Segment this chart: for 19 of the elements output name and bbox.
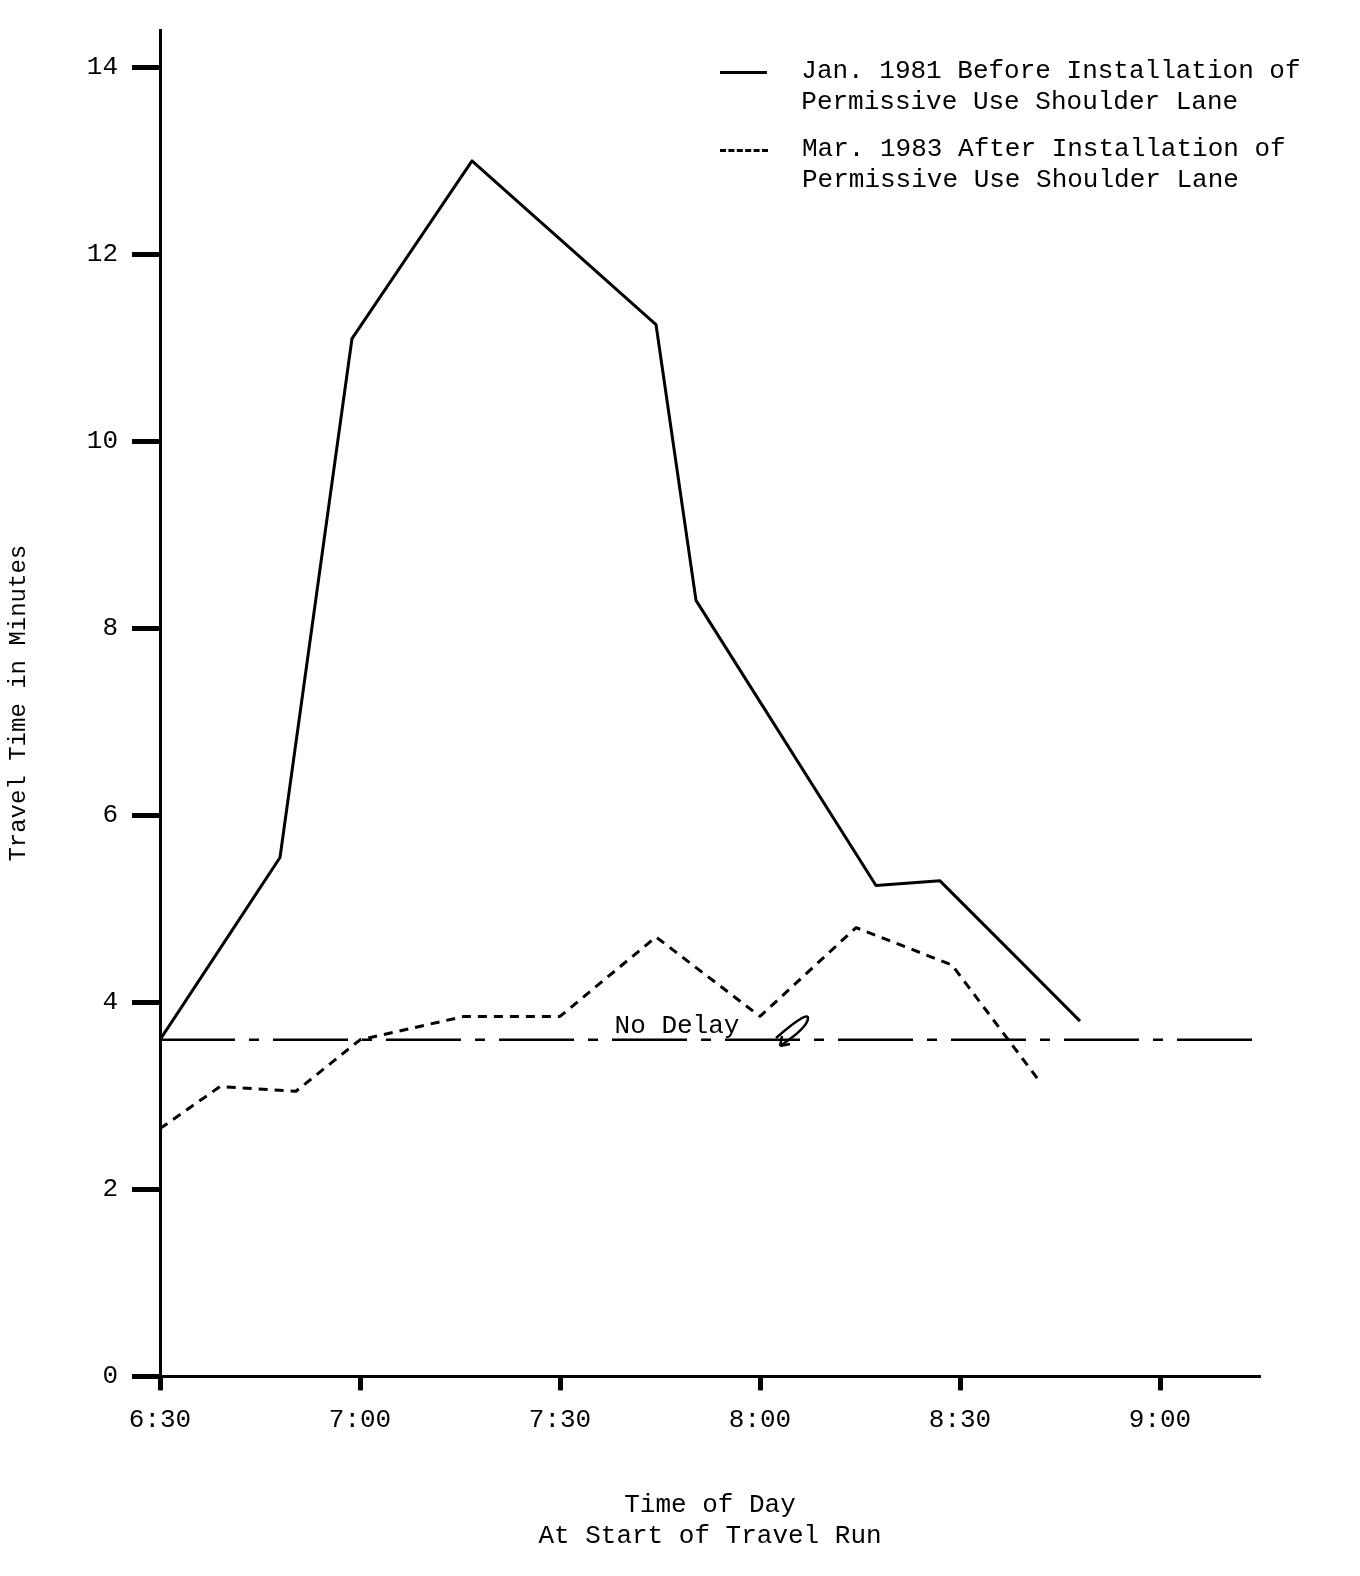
y-tick-label: 14 (86, 52, 119, 83)
x-axis-title: Time of Day At Start of Travel Run (538, 1490, 882, 1552)
ref-line-label: No Delay (614, 1010, 740, 1041)
x-tick-label: 9:00 (1128, 1404, 1192, 1435)
x-tick-label: 6:30 (128, 1404, 192, 1435)
y-tick-label: 0 (102, 1361, 119, 1392)
y-tick-label: 10 (86, 426, 119, 457)
legend-label: Mar. 1983 After Installation of Permissive Use Shoulder Lane (802, 134, 1287, 196)
legend-label: Jan. 1981 Before Installation of Permissive Use Shoulder Lane (801, 56, 1302, 118)
y-tick-label: 4 (102, 987, 119, 1018)
x-tick-label: 8:30 (928, 1404, 992, 1435)
y-tick-label: 6 (102, 800, 119, 831)
x-tick-label: 7:00 (328, 1404, 392, 1435)
x-tick-label: 8:00 (728, 1404, 792, 1435)
y-tick-label: 12 (86, 239, 119, 270)
y-tick-label: 8 (102, 613, 119, 644)
y-tick-label: 2 (102, 1174, 119, 1205)
x-tick-label: 7:30 (528, 1404, 592, 1435)
y-axis-title: Travel Time in Minutes (4, 544, 32, 862)
